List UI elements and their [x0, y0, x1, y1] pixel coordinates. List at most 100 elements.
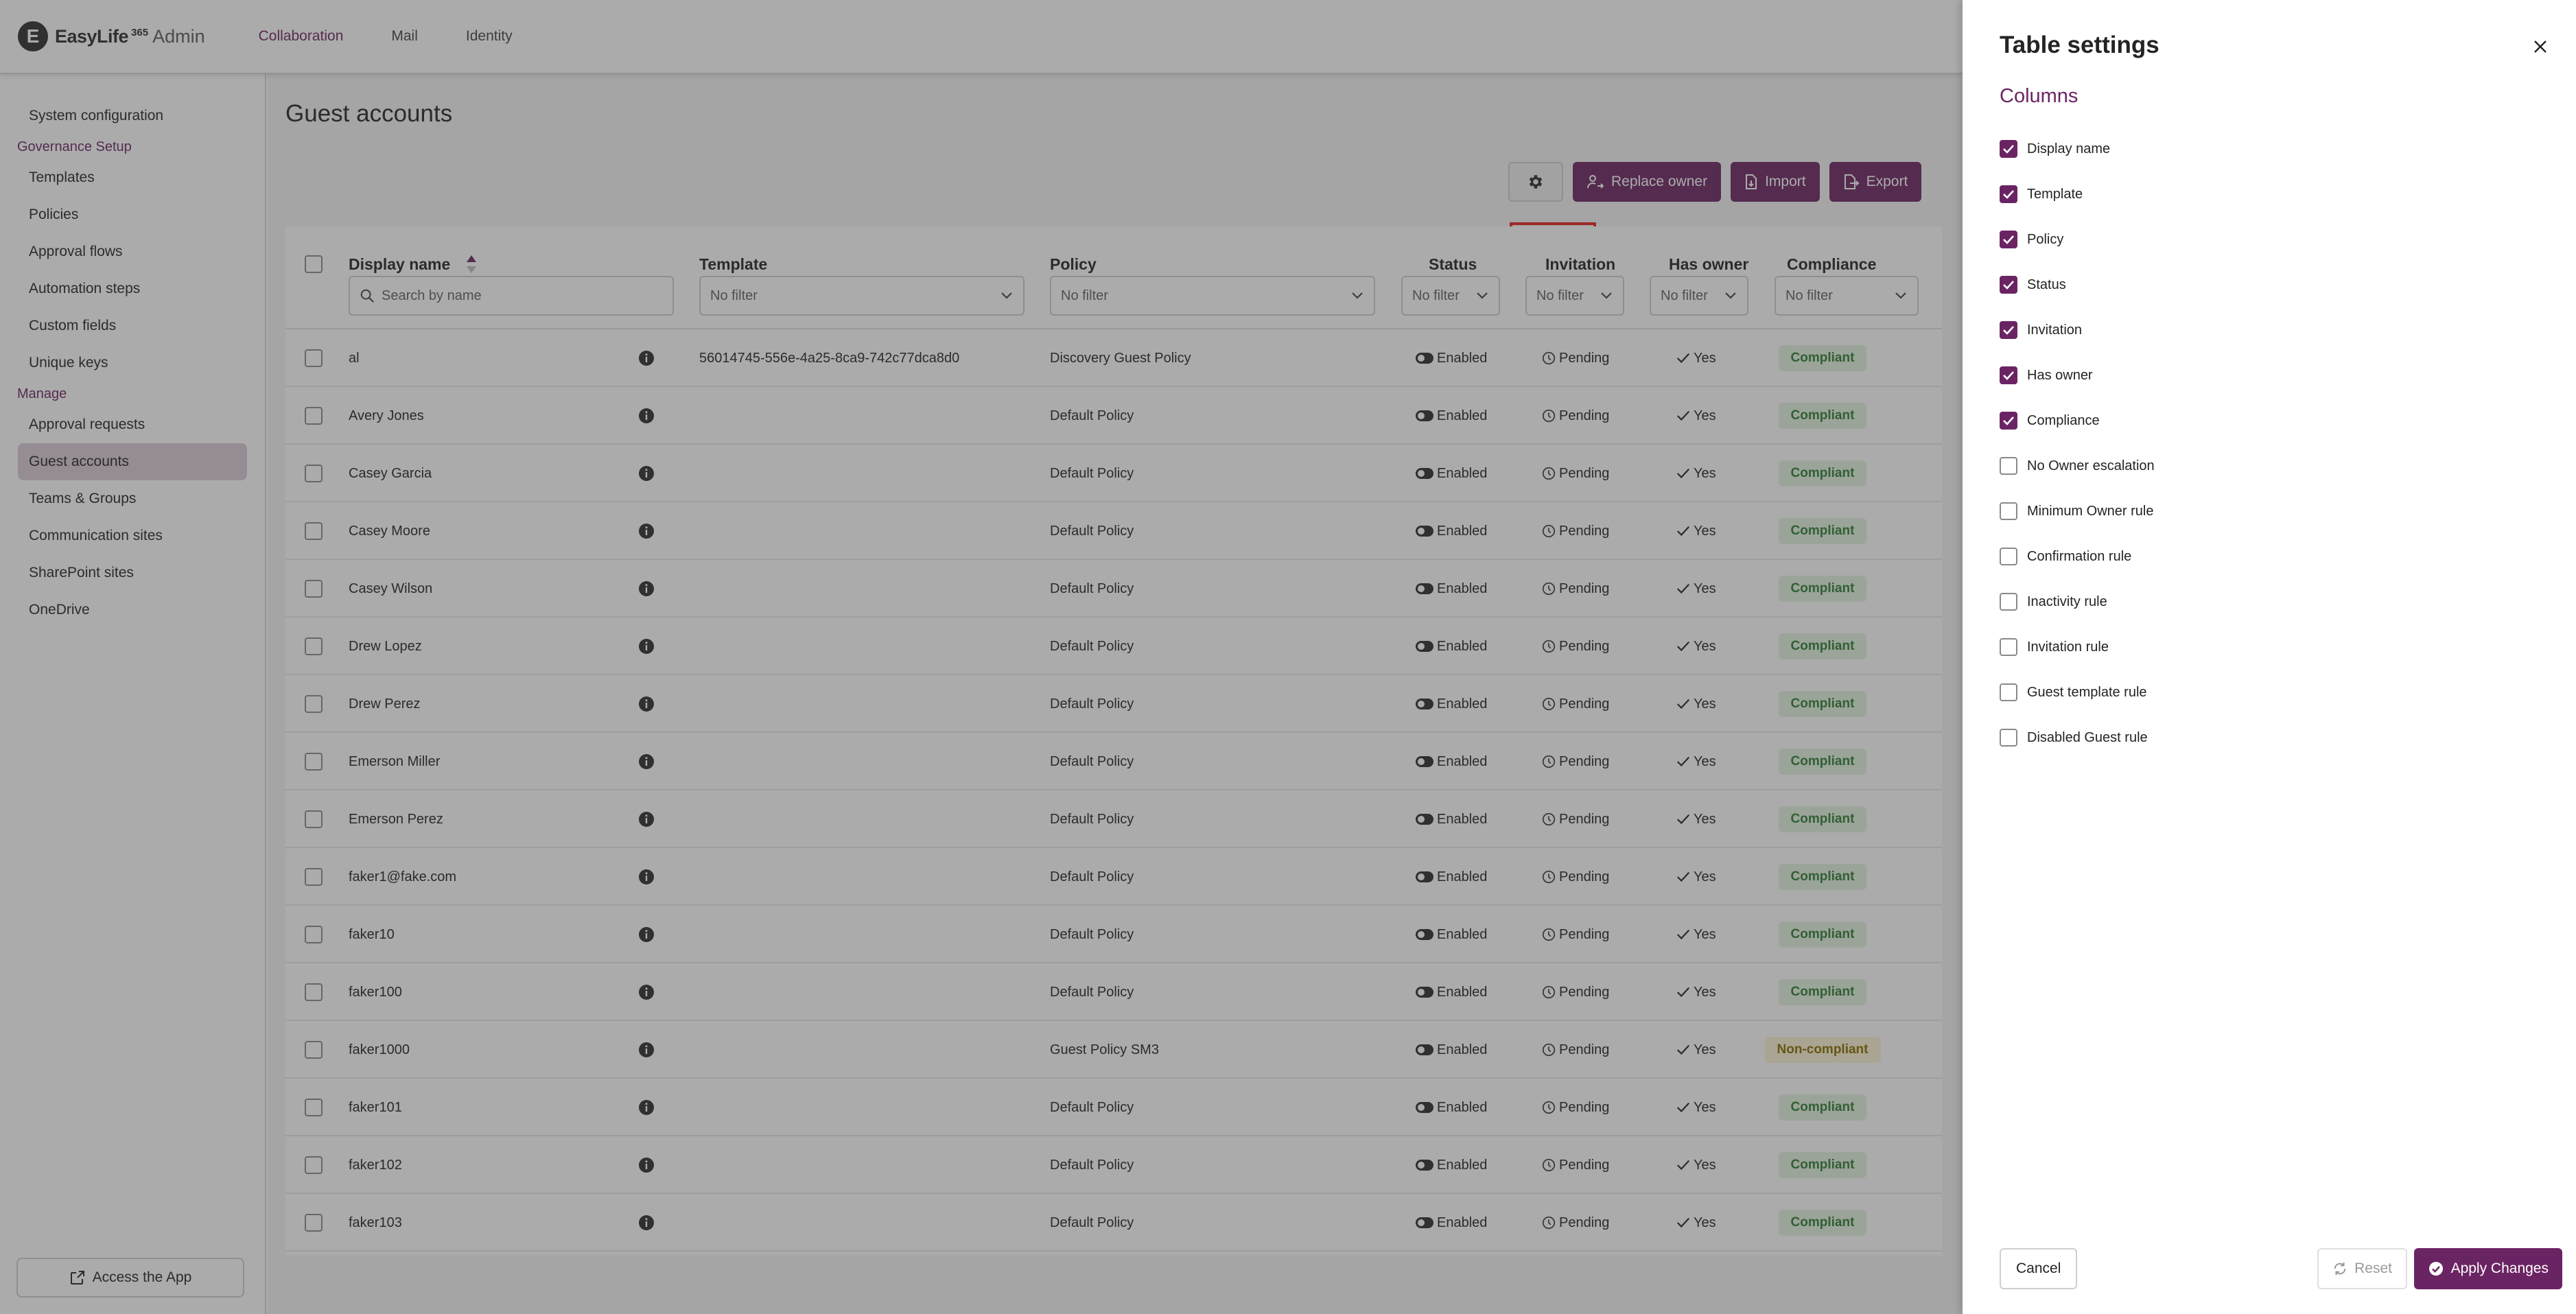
info-button[interactable] [638, 848, 655, 906]
display-name-cell[interactable]: faker102 [349, 1157, 402, 1173]
column-checkbox[interactable] [2000, 729, 2017, 747]
row-checkbox[interactable] [305, 522, 323, 540]
info-button[interactable] [638, 560, 655, 618]
sidebar-item-automation-steps[interactable]: Automation steps [29, 281, 141, 296]
table-row[interactable]: Casey Moore Default Policy Enabled Pending Y… [285, 502, 1942, 560]
display-name-cell[interactable]: faker103 [349, 1215, 402, 1230]
table-row[interactable]: faker100 Default Policy Enabled Pending Yes C… [285, 963, 1942, 1021]
nav-mail[interactable]: Mail [391, 28, 418, 44]
sidebar-item-policies[interactable]: Policies [29, 207, 79, 222]
display-name-cell[interactable]: Casey Wilson [349, 580, 433, 596]
column-option-confirmation-rule[interactable]: Confirmation rule [2000, 534, 2155, 579]
modal-overlay[interactable] [0, 0, 1963, 1314]
header-display-name[interactable]: Display name [349, 255, 451, 273]
row-checkbox[interactable] [305, 983, 323, 1001]
sidebar-item-approval-flows[interactable]: Approval flows [29, 244, 123, 259]
replace-owner-button[interactable]: Replace owner [1573, 162, 1722, 202]
info-button[interactable] [638, 618, 655, 675]
header-template[interactable]: Template [699, 255, 768, 273]
display-name-cell[interactable]: Drew Lopez [349, 638, 422, 654]
column-option-inactivity-rule[interactable]: Inactivity rule [2000, 579, 2155, 624]
template-filter[interactable]: No filter [699, 276, 1024, 316]
row-checkbox[interactable] [305, 637, 323, 655]
display-name-cell[interactable]: faker101 [349, 1099, 402, 1115]
sidebar-item-sharepoint-sites[interactable]: SharePoint sites [29, 565, 134, 580]
column-checkbox[interactable] [2000, 185, 2017, 203]
row-checkbox[interactable] [305, 1156, 323, 1174]
table-row[interactable]: faker10 Default Policy Enabled Pending Yes Co… [285, 906, 1942, 963]
display-name-cell[interactable]: Emerson Perez [349, 811, 443, 827]
display-name-cell[interactable]: faker100 [349, 984, 402, 1000]
sort-ascending-icon[interactable] [465, 254, 478, 276]
header-compliance[interactable]: Compliance [1787, 255, 1877, 273]
display-name-cell[interactable]: Casey Moore [349, 523, 430, 539]
table-row[interactable]: faker101 Default Policy Enabled Pending Yes C… [285, 1079, 1942, 1136]
table-settings-button[interactable] [1508, 162, 1563, 202]
info-button[interactable] [638, 790, 655, 848]
sidebar-item-teams-groups[interactable]: Teams & Groups [29, 491, 137, 506]
display-name-cell[interactable]: Emerson Miller [349, 753, 441, 769]
header-policy[interactable]: Policy [1050, 255, 1097, 273]
display-name-cell[interactable]: al [349, 350, 360, 366]
column-option-template[interactable]: Template [2000, 172, 2155, 217]
column-checkbox[interactable] [2000, 231, 2017, 248]
display-name-cell[interactable]: Avery Jones [349, 408, 424, 423]
row-checkbox[interactable] [305, 407, 323, 425]
column-option-display-name[interactable]: Display name [2000, 126, 2155, 172]
table-row[interactable]: Avery Jones Default Policy Enabled Pending Y… [285, 387, 1942, 445]
column-option-compliance[interactable]: Compliance [2000, 398, 2155, 443]
invitation-filter[interactable]: No filter [1525, 276, 1624, 316]
table-row[interactable]: faker1@fake.com Default Policy Enabled Pend… [285, 848, 1942, 906]
row-checkbox[interactable] [305, 926, 323, 943]
row-checkbox[interactable] [305, 1041, 323, 1059]
header-has-owner[interactable]: Has owner [1669, 255, 1749, 273]
column-checkbox[interactable] [2000, 683, 2017, 701]
row-checkbox[interactable] [305, 1214, 323, 1232]
table-row[interactable]: Emerson Perez Default Policy Enabled Pendin… [285, 790, 1942, 848]
info-button[interactable] [638, 445, 655, 502]
column-checkbox[interactable] [2000, 502, 2017, 520]
column-option-has-owner[interactable]: Has owner [2000, 353, 2155, 398]
column-checkbox[interactable] [2000, 321, 2017, 339]
display-name-cell[interactable]: faker10 [349, 926, 395, 942]
close-button[interactable] [2528, 34, 2553, 59]
table-row[interactable]: Casey Garcia Default Policy Enabled Pending… [285, 445, 1942, 502]
column-checkbox[interactable] [2000, 412, 2017, 430]
sidebar-item-system-configuration[interactable]: System configuration [29, 108, 164, 124]
column-checkbox[interactable] [2000, 457, 2017, 475]
info-button[interactable] [638, 963, 655, 1021]
info-button[interactable] [638, 733, 655, 790]
table-row[interactable]: al 56014745-556e-4a25-8ca9-742c77dca8d0 Di… [285, 329, 1942, 387]
display-name-cell[interactable]: Drew Perez [349, 696, 421, 712]
table-row[interactable]: Drew Perez Default Policy Enabled Pending Ye… [285, 675, 1942, 733]
sidebar-item-templates[interactable]: Templates [29, 169, 95, 185]
table-row[interactable]: faker103 Default Policy Enabled Pending Yes C… [285, 1194, 1942, 1252]
table-row[interactable]: faker1000 Guest Policy SM3 Enabled Pending Y… [285, 1021, 1942, 1079]
table-row[interactable]: Drew Lopez Default Policy Enabled Pending Ye… [285, 618, 1942, 675]
column-option-status[interactable]: Status [2000, 262, 2155, 307]
access-app-button[interactable]: Access the App [16, 1258, 244, 1298]
nav-collaboration[interactable]: Collaboration [258, 28, 344, 44]
sidebar-item-unique-keys[interactable]: Unique keys [29, 355, 108, 371]
header-status[interactable]: Status [1429, 255, 1477, 273]
info-button[interactable] [638, 1136, 655, 1194]
column-option-guest-template-rule[interactable]: Guest template rule [2000, 670, 2155, 715]
row-checkbox[interactable] [305, 868, 323, 886]
app-logo[interactable]: E EasyLife 365 Admin [18, 21, 205, 51]
info-button[interactable] [638, 1079, 655, 1136]
row-checkbox[interactable] [305, 349, 323, 367]
sidebar-item-communication-sites[interactable]: Communication sites [29, 528, 163, 543]
row-checkbox[interactable] [305, 1099, 323, 1116]
display-name-cell[interactable]: faker1@fake.com [349, 869, 457, 884]
info-button[interactable] [638, 1021, 655, 1079]
info-button[interactable] [638, 387, 655, 445]
row-checkbox[interactable] [305, 695, 323, 713]
sidebar-item-approval-requests[interactable]: Approval requests [29, 417, 145, 432]
header-invitation[interactable]: Invitation [1545, 255, 1616, 273]
display-name-cell[interactable]: Casey Garcia [349, 465, 432, 481]
column-option-no-owner-escalation[interactable]: No Owner escalation [2000, 443, 2155, 489]
cancel-button[interactable]: Cancel [2000, 1248, 2078, 1289]
info-button[interactable] [638, 675, 655, 733]
column-checkbox[interactable] [2000, 276, 2017, 294]
compliance-filter[interactable]: No filter [1775, 276, 1919, 316]
